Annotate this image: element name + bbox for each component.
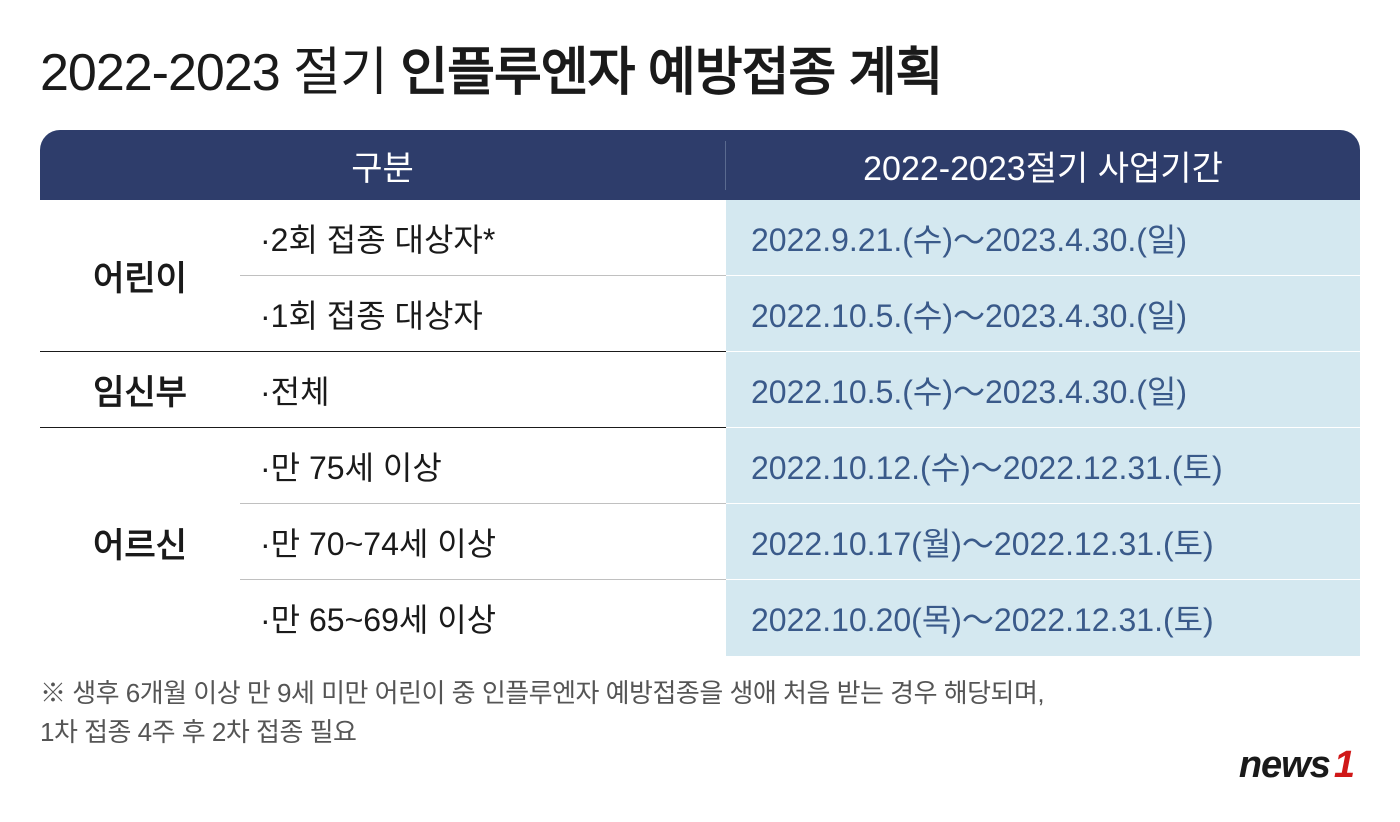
table-header-row: 구분 2022-2023절기 사업기간: [40, 130, 1360, 200]
category-children: 어린이: [40, 200, 240, 352]
header-category: 구분: [40, 141, 726, 190]
subcategory-label: ·전체: [240, 352, 726, 428]
sub-row: ·1회 접종 대상자 2022.10.5.(수)～2023.4.30.(일): [240, 276, 1360, 352]
logo-text: news: [1239, 744, 1330, 787]
subrows: ·전체 2022.10.5.(수)～2023.4.30.(일): [240, 352, 1360, 428]
subcategory-label: ·1회 접종 대상자: [240, 276, 726, 352]
subcategory-label: ·만 65~69세 이상: [240, 580, 726, 656]
page-title: 2022-2023 절기 인플루엔자 예방접종 계획: [40, 30, 1360, 105]
logo-number: 1: [1334, 744, 1355, 787]
subcategory-label: ·만 75세 이상: [240, 428, 726, 504]
period-value: 2022.9.21.(수)～2023.4.30.(일): [726, 200, 1360, 276]
period-value: 2022.10.5.(수)～2023.4.30.(일): [726, 276, 1360, 352]
subrows: ·만 75세 이상 2022.10.12.(수)～2022.12.31.(토) …: [240, 428, 1360, 656]
category-pregnant: 임신부: [40, 352, 240, 428]
category-elderly: 어르신: [40, 428, 240, 656]
sub-row: ·만 70~74세 이상 2022.10.17(월)～2022.12.31.(토…: [240, 504, 1360, 580]
subrows: ·2회 접종 대상자* 2022.9.21.(수)～2023.4.30.(일) …: [240, 200, 1360, 352]
title-prefix: 2022-2023 절기: [40, 44, 400, 102]
footnote: ※ 생후 6개월 이상 만 9세 미만 어린이 중 인플루엔자 예방접종을 생애…: [40, 674, 1360, 752]
news1-logo: news1: [1239, 744, 1355, 787]
table-row: 어린이 ·2회 접종 대상자* 2022.9.21.(수)～2023.4.30.…: [40, 200, 1360, 352]
sub-row: ·만 65~69세 이상 2022.10.20(목)～2022.12.31.(토…: [240, 580, 1360, 656]
table-row: 어르신 ·만 75세 이상 2022.10.12.(수)～2022.12.31.…: [40, 428, 1360, 656]
period-value: 2022.10.12.(수)～2022.12.31.(토): [726, 428, 1360, 504]
subcategory-label: ·2회 접종 대상자*: [240, 200, 726, 276]
sub-row: ·만 75세 이상 2022.10.12.(수)～2022.12.31.(토): [240, 428, 1360, 504]
title-bold: 인플루엔자 예방접종 계획: [400, 44, 942, 102]
header-period: 2022-2023절기 사업기간: [726, 141, 1360, 190]
sub-row: ·2회 접종 대상자* 2022.9.21.(수)～2023.4.30.(일): [240, 200, 1360, 276]
table-row: 임신부 ·전체 2022.10.5.(수)～2023.4.30.(일): [40, 352, 1360, 428]
period-value: 2022.10.17(월)～2022.12.31.(토): [726, 504, 1360, 580]
schedule-table: 구분 2022-2023절기 사업기간 어린이 ·2회 접종 대상자* 2022…: [40, 130, 1360, 656]
period-value: 2022.10.20(목)～2022.12.31.(토): [726, 580, 1360, 656]
period-value: 2022.10.5.(수)～2023.4.30.(일): [726, 352, 1360, 428]
subcategory-label: ·만 70~74세 이상: [240, 504, 726, 580]
sub-row: ·전체 2022.10.5.(수)～2023.4.30.(일): [240, 352, 1360, 428]
